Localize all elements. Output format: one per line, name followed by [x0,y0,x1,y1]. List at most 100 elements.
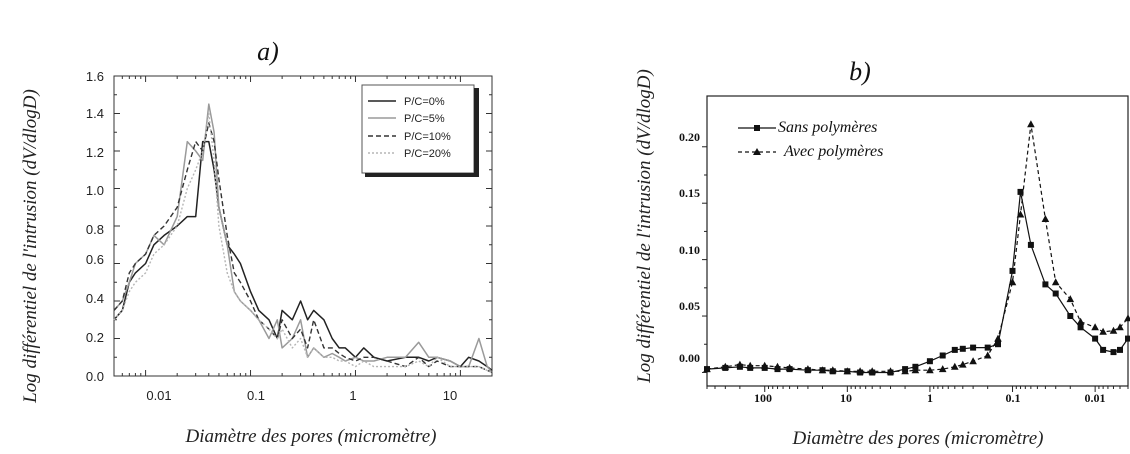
legend-label-p0: P/C=0% [404,96,445,108]
y-tick-label: 0.2 [86,330,104,345]
data-point-b-avec [785,363,794,371]
data-point-b-avec [703,365,711,373]
x-axis-label-a: Diamètre des pores (micromètre) [185,426,437,447]
data-point-b-avec [938,365,947,373]
data-point-b-sans [1017,188,1024,195]
x-ticks-b: 100 10 1 0.1 0.01 [754,391,1106,405]
y-axis-label-b: Log différentiel de l'intrusion (dV/dlog… [634,69,655,384]
data-point-b-avec [760,361,769,369]
legend-a: P/C=0% P/C=5% P/C=10% P/C=20% [361,84,479,177]
data-point-b-sans [926,358,933,365]
data-point-b-avec [886,367,895,375]
y-tick-label: 0.0 [86,369,104,384]
data-point-b-sans [887,369,894,376]
y-tick-label: 1.6 [86,69,104,84]
data-point-b-avec [721,362,730,370]
series-line-a-2 [113,103,493,373]
data-point-b-sans [1042,281,1049,288]
data-point-b-avec [746,361,754,369]
data-point-b-sans [1125,335,1130,342]
data-point-b-avec [843,367,852,375]
data-point-b-avec [856,367,864,375]
y-tick-label: 1.2 [86,145,104,160]
y-tick-label: 0.05 [679,299,700,313]
data-point-b-sans [1052,290,1059,297]
data-point-b-sans [984,344,991,351]
data-point-b-avec [829,366,837,374]
legend-b: Sans polymères Avec polymères [738,119,883,160]
data-point-b-sans [970,344,977,351]
data-point-b-sans [857,369,864,376]
data-point-b-sans [844,368,851,375]
series-line-a-1 [113,140,493,371]
data-point-b-sans [1009,267,1016,274]
data-point-b-sans [869,369,876,376]
y-ticks-a: 0.0 0.2 0.4 0.6 0.8 1.0 1.2 1.4 1.6 [86,69,104,384]
x-tick-label: 0.1 [1006,391,1021,405]
data-point-b-sans [959,345,966,352]
x-tick-label: 100 [754,391,772,405]
y-tick-label: 0.10 [679,243,700,257]
data-point-b-avec [911,366,920,374]
y-tick-label: 0.15 [679,186,700,200]
legend-marker-sans [754,125,760,131]
panel-label-a: a) [257,37,279,66]
y-tick-label: 0.8 [86,222,104,237]
data-point-b-sans [819,367,826,374]
legend-label-p20: P/C=20% [404,148,451,160]
data-point-b-sans [1077,324,1084,331]
data-point-b-avec [994,334,1002,342]
y-ticks-b: 0.00 0.05 0.10 0.15 0.20 [679,130,700,365]
data-point-b-avec [1116,323,1124,331]
data-point-b-avec [1109,326,1118,334]
x-ticks-a: 0.01 0.1 1 10 [146,388,457,403]
data-point-b-avec [736,360,744,368]
series-line-a-4 [113,112,493,373]
plot-frame-b [706,95,1129,387]
y-tick-label: 0.4 [86,291,104,306]
data-point-b-avec [1076,317,1085,325]
legend-label-p5: P/C=5% [404,113,445,125]
data-point-b-avec [1016,210,1025,218]
data-point-b-avec [1008,278,1017,286]
data-point-b-sans [774,366,781,373]
data-point-b-avec [804,365,812,373]
data-point-b-sans [704,366,710,373]
data-point-b-avec [1091,323,1099,331]
legend-label-sans: Sans polymères [778,119,877,136]
y-tick-label: 1.4 [86,106,104,121]
y-tick-label: 0.6 [86,252,104,267]
data-point-b-avec [983,351,992,359]
series-line-b-2 [706,124,1129,372]
data-point-b-avec [1099,327,1107,335]
x-tick-label: 0.01 [146,388,171,403]
data-point-b-sans [747,364,754,371]
data-point-b-sans [829,368,836,375]
data-point-b-avec [969,357,977,365]
data-point-b-sans [939,352,946,359]
data-point-b-sans [995,341,1001,348]
data-point-b-avec [959,360,967,368]
data-point-b-sans [1110,349,1117,356]
data-point-b-sans [1117,346,1123,353]
data-point-b-avec [1066,295,1075,303]
x-tick-label: 1 [927,391,933,405]
data-point-b-avec [818,366,827,374]
data-point-b-sans [902,366,909,373]
x-tick-label: 10 [443,388,457,403]
data-point-b-avec [1051,278,1060,286]
chart-a: a) Log différentiel de l'intrusion (dV/d… [20,37,493,447]
x-axis-label-b: Diamètre des pores (micromètre) [792,428,1044,449]
data-point-b-sans [736,363,743,370]
data-point-b-sans [1067,313,1074,319]
y-tick-label: 1.0 [86,183,104,198]
data-point-b-sans [951,346,958,353]
legend-marker-avec [753,148,761,155]
data-point-b-avec [773,362,782,370]
data-point-b-sans [1100,346,1107,353]
data-point-b-sans [912,363,919,370]
data-point-b-avec [1041,215,1050,222]
data-point-b-sans [722,364,729,371]
data-point-b-avec [951,362,959,370]
data-point-b-avec [926,366,934,374]
